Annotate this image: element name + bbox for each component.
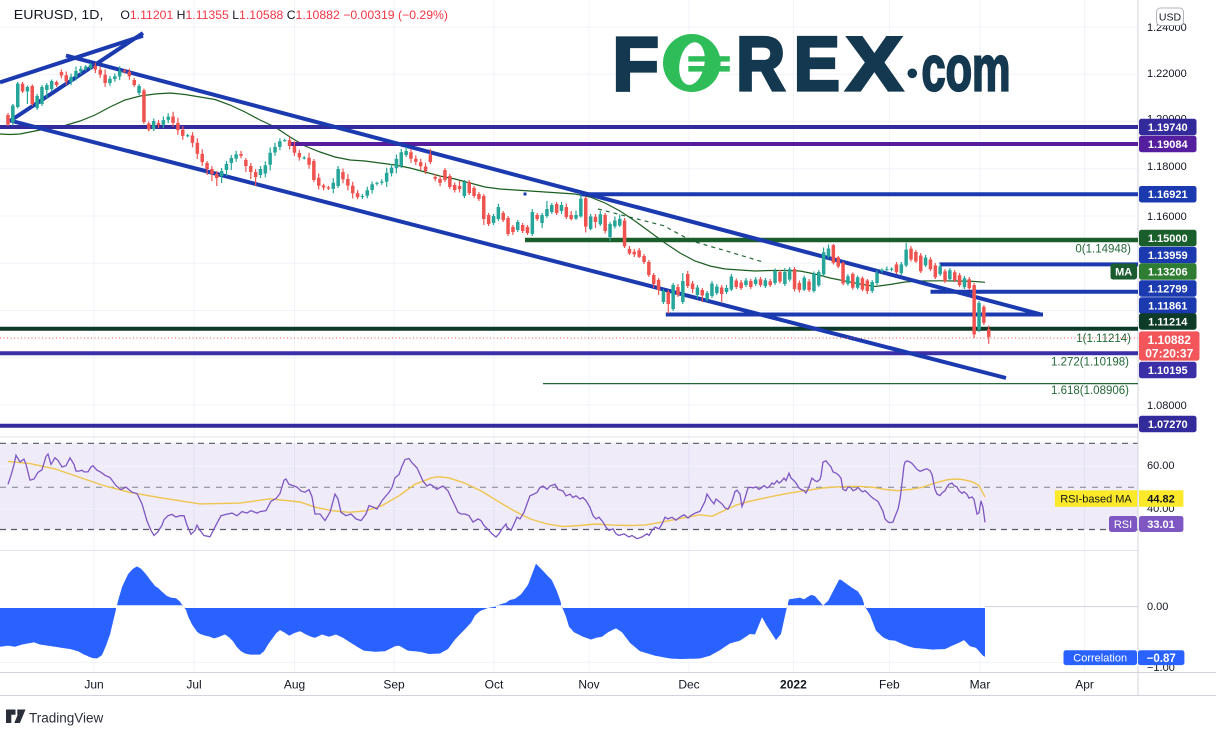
svg-text:60.00: 60.00 xyxy=(1147,460,1175,472)
svg-text:1.11214: 1.11214 xyxy=(1148,317,1188,329)
svg-text:1.16921: 1.16921 xyxy=(1148,189,1188,201)
svg-text:1.13959: 1.13959 xyxy=(1148,250,1188,262)
svg-text:1.08000: 1.08000 xyxy=(1147,400,1187,412)
svg-text:Aug: Aug xyxy=(284,678,305,692)
svg-text:1.15000: 1.15000 xyxy=(1148,233,1188,245)
svg-text:MA: MA xyxy=(1115,267,1132,279)
svg-text:RSI: RSI xyxy=(1114,519,1132,531)
svg-text:Mar: Mar xyxy=(970,678,991,692)
svg-text:EURUSD, 1D,: EURUSD, 1D, xyxy=(14,8,104,22)
svg-text:TradingView: TradingView xyxy=(29,711,104,726)
svg-text:RSI-based MA: RSI-based MA xyxy=(1060,494,1132,506)
svg-text:1.11861: 1.11861 xyxy=(1148,301,1187,313)
svg-text:1.12799: 1.12799 xyxy=(1148,284,1188,296)
svg-text:Jul: Jul xyxy=(186,678,201,692)
svg-text:Feb: Feb xyxy=(879,678,900,692)
svg-text:44.82: 44.82 xyxy=(1147,494,1175,506)
svg-text:1.272(1.10198): 1.272(1.10198) xyxy=(1051,357,1129,369)
svg-text:Sep: Sep xyxy=(383,678,405,692)
svg-text:X: X xyxy=(846,22,903,107)
svg-text:0.00: 0.00 xyxy=(1147,601,1168,613)
svg-text:1(1.11214): 1(1.11214) xyxy=(1076,333,1131,345)
svg-text:1.19084: 1.19084 xyxy=(1148,139,1189,151)
svg-text:Correlation: Correlation xyxy=(1073,653,1127,665)
svg-text:1.13206: 1.13206 xyxy=(1148,267,1188,279)
svg-text:1.07270: 1.07270 xyxy=(1148,419,1188,431)
svg-text:O1.11201 H1.11355 L1.10588 C1.: O1.11201 H1.11355 L1.10588 C1.10882 −0.0… xyxy=(120,8,448,22)
svg-text:1.18000: 1.18000 xyxy=(1147,161,1187,173)
svg-text:1.19740: 1.19740 xyxy=(1148,122,1188,134)
svg-text:1.22000: 1.22000 xyxy=(1147,68,1187,80)
svg-text:Dec: Dec xyxy=(678,678,699,692)
svg-text:F: F xyxy=(612,22,659,107)
svg-text:1.10195: 1.10195 xyxy=(1148,365,1188,377)
svg-text:com: com xyxy=(922,33,1011,105)
svg-text:2022: 2022 xyxy=(780,678,807,692)
svg-text:1.16000: 1.16000 xyxy=(1147,211,1187,223)
svg-text:USD: USD xyxy=(1159,12,1182,24)
svg-text:E: E xyxy=(794,22,840,107)
svg-text:0(1.14948): 0(1.14948) xyxy=(1075,244,1131,256)
svg-text:−0.87: −0.87 xyxy=(1147,653,1176,665)
svg-text:33.01: 33.01 xyxy=(1147,519,1175,531)
svg-text:Oct: Oct xyxy=(485,678,504,692)
svg-text:Jun: Jun xyxy=(84,678,103,692)
svg-text:1.618(1.08906): 1.618(1.08906) xyxy=(1051,385,1129,397)
svg-text:1.10882: 1.10882 xyxy=(1148,333,1192,347)
svg-text:R: R xyxy=(736,22,785,107)
svg-text:07:20:37: 07:20:37 xyxy=(1145,346,1193,360)
svg-text:Nov: Nov xyxy=(578,678,599,692)
svg-text:Apr: Apr xyxy=(1075,678,1094,692)
